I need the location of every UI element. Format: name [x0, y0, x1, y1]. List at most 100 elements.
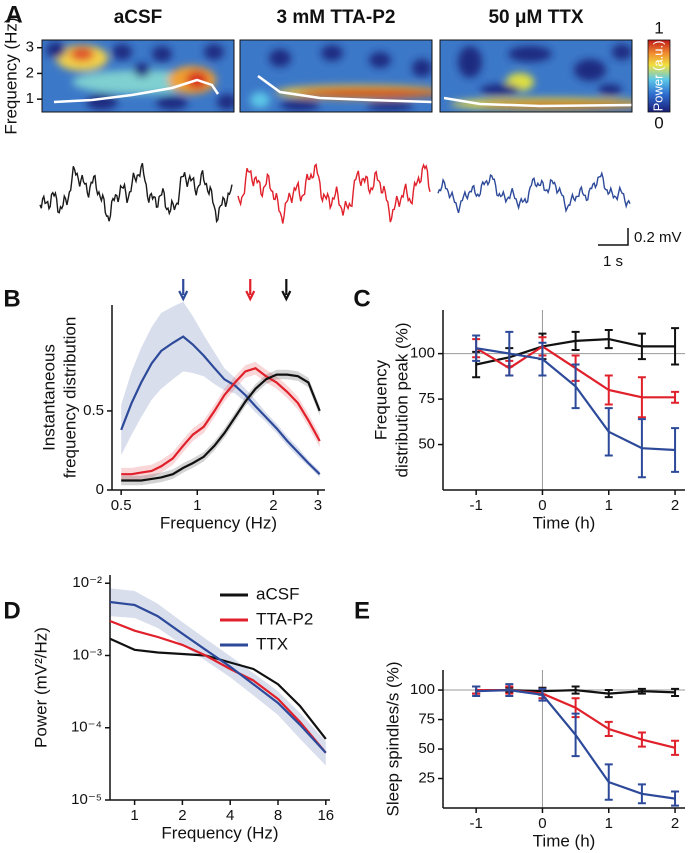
panel-letter: E [354, 597, 370, 624]
peak-arrow [281, 279, 292, 302]
y-tick-label: 10⁻³ [72, 646, 102, 663]
spectrogram [240, 40, 432, 112]
y-axis-label: Frequency (Hz) [1, 17, 20, 134]
power-blob [369, 52, 391, 68]
series-line [120, 335, 321, 475]
colorbar-label: Power (a.u.) [650, 41, 665, 112]
y-axis-label: Sleep spindles/s (%) [383, 662, 402, 817]
panel-title: 50 μM TTX [488, 7, 583, 28]
x-tick-label: 0 [538, 497, 546, 514]
spectrogram-frame [239, 39, 433, 113]
error-bar [637, 731, 646, 748]
spectrogram-texture [450, 44, 632, 110]
frequency-ridge [53, 78, 220, 104]
frequency-ridge [443, 96, 632, 108]
power-blob [70, 47, 94, 61]
error-bar [604, 720, 613, 738]
panel-letter: D [3, 597, 20, 624]
power-blob [269, 49, 291, 67]
peak-arrow [245, 279, 256, 302]
frequency-ridge [257, 74, 432, 104]
y-tick-label: 1 [26, 90, 34, 107]
error-bar [604, 689, 613, 699]
error-bar [571, 363, 580, 410]
y-tick-label: 50 [418, 436, 435, 453]
x-tick-label: -1 [469, 815, 482, 832]
error-bar [571, 330, 580, 351]
y-tick-label: 75 [418, 711, 435, 728]
x-tick-label: 1 [605, 497, 613, 514]
error-band [110, 588, 326, 766]
series-line [109, 600, 327, 754]
error-bar [671, 687, 680, 697]
power-blob [508, 46, 552, 62]
legend-label: TTX [256, 634, 288, 653]
x-tick-label: 3 [314, 497, 322, 514]
y-tick-label: 10⁻⁴ [71, 719, 102, 736]
y-axis-label: distribution peak (%) [392, 323, 411, 478]
y-tick-label: 2 [26, 64, 34, 81]
x-axis-label: Frequency (Hz) [160, 513, 277, 532]
power-blob [217, 94, 234, 110]
power-blob [204, 44, 224, 60]
error-bar [604, 763, 613, 801]
error-bar [671, 427, 680, 473]
error-band [121, 361, 320, 481]
y-axis-label: Power (mV²/Hz) [31, 627, 50, 748]
x-tick-label: 4 [226, 807, 234, 824]
power-blob [156, 96, 188, 110]
error-bar [637, 332, 646, 361]
error-bar [637, 687, 646, 695]
error-bar [671, 327, 680, 366]
y-tick-label: 0 [96, 481, 104, 498]
power-blob [612, 44, 632, 60]
error-band [121, 301, 320, 478]
x-tick-label: 0.5 [111, 497, 132, 514]
x-axis-label: Time (h) [533, 831, 596, 850]
series-line [121, 373, 321, 482]
colorbar-tick-label: 1 [654, 18, 663, 37]
x-tick-label: 1 [193, 497, 201, 514]
y-tick-label: 100 [410, 681, 435, 698]
eeg-trace [237, 162, 431, 224]
x-tick-label: 2 [671, 815, 679, 832]
y-axis-label: Frequency [371, 359, 390, 440]
error-bar [604, 329, 613, 350]
panel-letter: A [5, 1, 22, 28]
panel-title: aCSF [114, 7, 163, 28]
x-tick-label: 0 [538, 815, 546, 832]
legend-label: TTA-P2 [256, 609, 313, 628]
scale-bar-amplitude: 0.2 mV [634, 229, 682, 246]
power-blob [598, 84, 622, 96]
power-blob [574, 59, 606, 81]
error-bar [637, 418, 646, 479]
y-axis-label: frequency distribution [60, 317, 79, 479]
x-tick-label: 1 [130, 807, 138, 824]
power-blob [250, 92, 270, 108]
power-blob [321, 45, 343, 61]
panel-title: 3 mM TTA-P2 [277, 7, 396, 28]
spectrogram [42, 40, 234, 112]
power-blob [152, 46, 172, 62]
error-bar [505, 330, 514, 377]
spectrogram-frame [439, 39, 633, 113]
error-bar [538, 687, 547, 702]
error-bar [604, 407, 613, 457]
x-axis-label: Time (h) [533, 513, 596, 532]
y-tick-label: 25 [418, 769, 435, 786]
scale-bar-time: 1 s [603, 253, 623, 270]
x-tick-label: 2 [671, 497, 679, 514]
panel-letter: B [3, 285, 20, 312]
power-blob [366, 101, 414, 111]
series-line [109, 619, 327, 754]
panel-letter: C [353, 285, 370, 312]
colorbar [647, 39, 671, 113]
error-bar [538, 341, 547, 377]
y-axis-label: Instantaneous [39, 344, 58, 451]
spectrogram-texture [250, 45, 432, 111]
power-blob [134, 63, 150, 77]
error-bar [604, 374, 613, 406]
power-blob [280, 99, 320, 111]
y-tick-label: 3 [26, 39, 34, 56]
